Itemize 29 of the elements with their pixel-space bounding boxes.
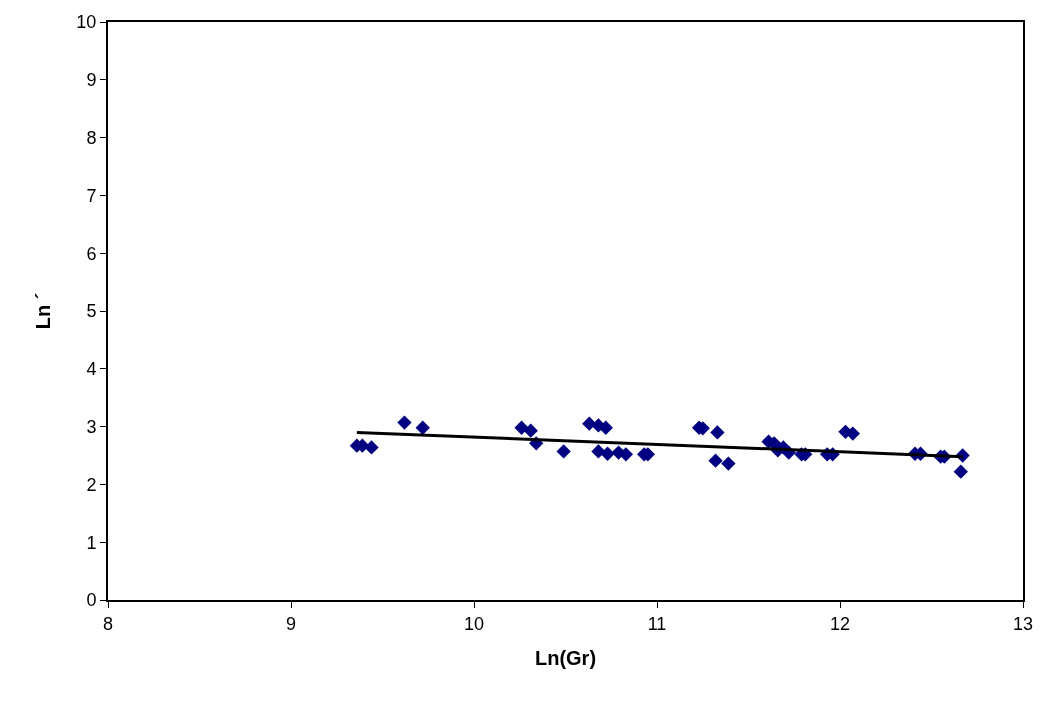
y-tick-label: 2	[86, 474, 97, 495]
point	[364, 440, 379, 455]
point	[710, 425, 725, 440]
y-tick-label: 1	[86, 532, 97, 553]
point	[397, 415, 412, 430]
point	[953, 464, 968, 479]
point	[523, 423, 538, 438]
point	[415, 420, 430, 435]
y-tick-label: 10	[76, 12, 97, 33]
y-tick-label: 9	[86, 70, 97, 91]
y-tick-label: 0	[86, 590, 97, 611]
x-tick-label: 9	[285, 613, 297, 634]
x-tick-label: 11	[647, 613, 667, 634]
y-tick-label: 7	[86, 185, 97, 206]
x-tick-label: 8	[102, 613, 114, 634]
y-tick-label: 5	[86, 301, 97, 322]
point	[600, 446, 615, 461]
x-tick-label: 12	[829, 613, 851, 634]
y-tick-label: 4	[86, 359, 97, 380]
y-tick-label: 8	[86, 127, 97, 148]
x-tick-label: 13	[1012, 613, 1034, 634]
point	[721, 456, 736, 471]
x-axis-title: Ln(Gr)	[534, 646, 597, 669]
y-tick-label: 3	[86, 416, 97, 437]
x-tick-label: 10	[463, 613, 485, 634]
point	[556, 444, 571, 459]
y-axis-title: Ln ´	[32, 292, 55, 330]
point	[708, 453, 723, 468]
y-tick-label: 6	[86, 243, 97, 264]
